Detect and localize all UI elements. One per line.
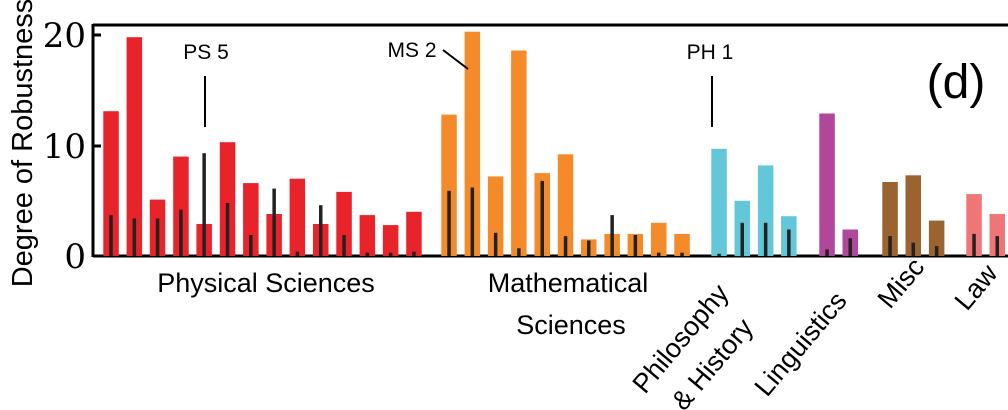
category-label-mathematical: Mathematical [488,268,649,298]
inner-bar [934,246,939,256]
bar [382,225,399,256]
annotation-ms2: MS 2 [387,39,436,62]
inner-bar [202,153,206,256]
inner-bar [717,253,721,256]
inner-bar [388,252,393,256]
bar [905,175,921,256]
bar [243,183,259,256]
inner-bar [787,229,791,256]
category-label-physical-sciences: Physical Sciences [157,268,375,298]
inner-bar [319,205,323,256]
inner-bar [225,203,230,256]
inner-bar [272,188,276,256]
inner-bar [657,252,661,256]
inner-bar [365,252,370,256]
bar [928,220,945,256]
bar [711,148,727,256]
inner-bar [587,240,591,256]
category-label-linguistics: Linguistics [749,286,853,402]
bar [219,142,236,256]
bar [557,154,574,256]
inner-bar [493,232,498,256]
category-label-misc: Misc [872,252,931,314]
y-tick-label-0: 0 [64,237,86,277]
bar [511,50,527,256]
bar [487,176,504,256]
inner-bar [848,238,852,256]
bar [882,182,898,256]
bars-layer [103,31,1005,257]
inner-bar [249,235,253,256]
bar [441,114,457,256]
inner-bar [517,248,521,256]
inner-bar [447,190,451,256]
annotation-ms2-line [442,49,469,70]
inner-bar [179,209,183,256]
bar [173,156,189,256]
inner-bar [132,218,137,256]
inner-bar [995,236,999,256]
y-tick-label-10: 10 [43,127,86,167]
inner-bar [825,249,829,256]
annotation-ph1: PH 1 [687,41,734,64]
inner-bar [610,215,614,256]
bar [406,211,422,256]
inner-bar [342,235,346,256]
inner-bar [740,222,744,256]
bar [651,222,667,256]
bar [126,37,143,257]
inner-bar [633,235,638,256]
bar [674,233,690,256]
inner-bar [563,236,568,256]
inner-bar [911,242,915,256]
inner-bar [763,222,768,256]
bar [336,191,352,256]
inner-bar [680,252,684,256]
panel-label: (d) [927,56,986,109]
inner-bar [155,218,160,256]
category-label-law: Law [949,258,1004,316]
annotation-ps5: PS 5 [183,41,229,64]
category-label-sciences: Sciences [516,310,626,340]
bar [989,214,1005,256]
bar [464,31,481,257]
y-axis-label: Degree of Robustness [7,0,39,287]
bar [757,165,774,256]
bar [359,215,376,256]
bar [966,194,982,256]
bar [819,113,835,256]
inner-bar [470,187,475,256]
bar [103,111,119,256]
inner-bar [412,251,416,256]
inner-bar [972,233,976,256]
inner-bar [109,215,113,256]
inner-bar [540,180,544,256]
y-tick-label-20: 20 [43,16,86,56]
inner-bar [888,236,892,256]
inner-bar [295,251,300,256]
bar [289,178,306,256]
